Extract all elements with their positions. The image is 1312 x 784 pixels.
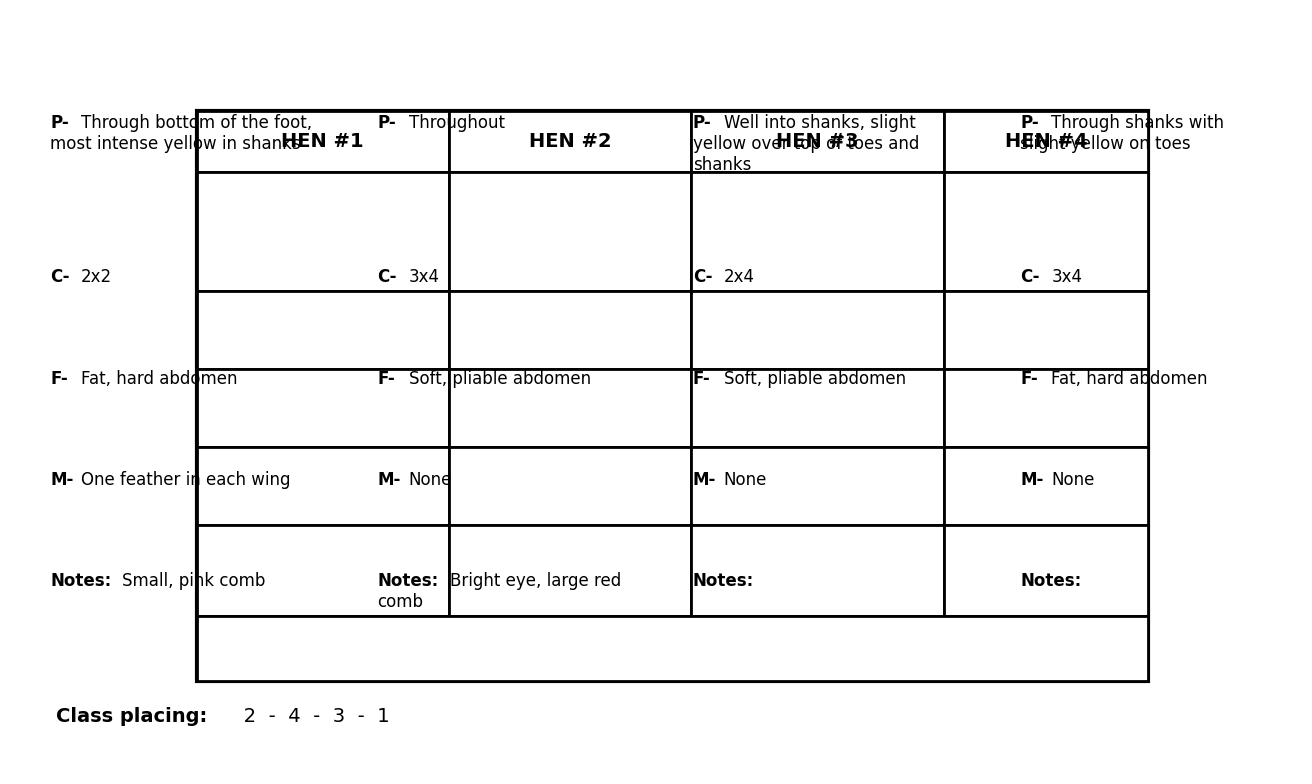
Bar bbox=[449, 291, 691, 368]
Text: most intense yellow in shanks: most intense yellow in shanks bbox=[50, 135, 300, 153]
Text: P-: P- bbox=[378, 114, 396, 132]
Text: P-: P- bbox=[50, 114, 68, 132]
Bar bbox=[691, 524, 943, 616]
Text: 2x4: 2x4 bbox=[724, 268, 754, 286]
Bar bbox=[943, 111, 1148, 172]
Text: None: None bbox=[408, 471, 451, 489]
Bar bbox=[197, 524, 449, 616]
Bar bbox=[449, 111, 691, 172]
Text: Through bottom of the foot,: Through bottom of the foot, bbox=[81, 114, 312, 132]
Text: Class placing:: Class placing: bbox=[56, 706, 207, 726]
Text: Fat, hard abdomen: Fat, hard abdomen bbox=[81, 370, 237, 388]
Bar bbox=[197, 616, 1148, 681]
Bar bbox=[449, 524, 691, 616]
Bar bbox=[197, 111, 449, 172]
Text: 2  -  4  -  3  -  1: 2 - 4 - 3 - 1 bbox=[224, 706, 390, 726]
Bar bbox=[197, 368, 449, 447]
Bar bbox=[943, 368, 1148, 447]
Bar bbox=[449, 447, 691, 524]
Bar bbox=[691, 368, 943, 447]
Text: yellow over top of toes and: yellow over top of toes and bbox=[693, 135, 920, 153]
Bar bbox=[197, 172, 449, 291]
Text: One feather in each wing: One feather in each wing bbox=[81, 471, 290, 489]
Text: None: None bbox=[1051, 471, 1094, 489]
Text: C-: C- bbox=[1021, 268, 1039, 286]
Bar bbox=[943, 524, 1148, 616]
Text: slight yellow on toes: slight yellow on toes bbox=[1021, 135, 1191, 153]
Text: C-: C- bbox=[378, 268, 398, 286]
Bar bbox=[691, 291, 943, 368]
Text: M-: M- bbox=[1021, 471, 1043, 489]
Text: F-: F- bbox=[693, 370, 711, 388]
Text: M-: M- bbox=[693, 471, 716, 489]
Text: Well into shanks, slight: Well into shanks, slight bbox=[724, 114, 916, 132]
Bar bbox=[691, 172, 943, 291]
Bar bbox=[943, 172, 1148, 291]
Text: C-: C- bbox=[50, 268, 70, 286]
Text: comb: comb bbox=[378, 593, 424, 612]
Text: M-: M- bbox=[50, 471, 73, 489]
Text: 3x4: 3x4 bbox=[1051, 268, 1082, 286]
Text: 3x4: 3x4 bbox=[408, 268, 440, 286]
Text: HEN #4: HEN #4 bbox=[1005, 132, 1088, 151]
Text: M-: M- bbox=[378, 471, 401, 489]
Bar bbox=[691, 111, 943, 172]
Text: P-: P- bbox=[1021, 114, 1039, 132]
Text: HEN #3: HEN #3 bbox=[777, 132, 859, 151]
Bar bbox=[943, 447, 1148, 524]
Text: Fat, hard abdomen: Fat, hard abdomen bbox=[1051, 370, 1208, 388]
Bar bbox=[943, 291, 1148, 368]
Text: shanks: shanks bbox=[693, 156, 750, 174]
Bar bbox=[691, 447, 943, 524]
Text: Notes:: Notes: bbox=[693, 572, 754, 590]
Text: 2x2: 2x2 bbox=[81, 268, 112, 286]
Text: HEN #1: HEN #1 bbox=[281, 132, 363, 151]
Text: Small, pink comb: Small, pink comb bbox=[122, 572, 266, 590]
Text: P-: P- bbox=[693, 114, 711, 132]
Bar bbox=[449, 368, 691, 447]
Text: Notes:: Notes: bbox=[378, 572, 438, 590]
Text: HEN #2: HEN #2 bbox=[529, 132, 611, 151]
Text: F-: F- bbox=[378, 370, 395, 388]
Text: Soft, pliable abdomen: Soft, pliable abdomen bbox=[724, 370, 905, 388]
Text: Through shanks with: Through shanks with bbox=[1051, 114, 1224, 132]
Text: Soft, pliable abdomen: Soft, pliable abdomen bbox=[408, 370, 590, 388]
Text: F-: F- bbox=[50, 370, 68, 388]
Bar bbox=[449, 172, 691, 291]
Text: Throughout: Throughout bbox=[408, 114, 505, 132]
Text: C-: C- bbox=[693, 268, 712, 286]
Bar bbox=[197, 447, 449, 524]
Bar bbox=[197, 291, 449, 368]
Text: Notes:: Notes: bbox=[50, 572, 112, 590]
Text: F-: F- bbox=[1021, 370, 1038, 388]
Text: None: None bbox=[724, 471, 768, 489]
Text: Notes:: Notes: bbox=[1021, 572, 1081, 590]
Text: Bright eye, large red: Bright eye, large red bbox=[450, 572, 621, 590]
